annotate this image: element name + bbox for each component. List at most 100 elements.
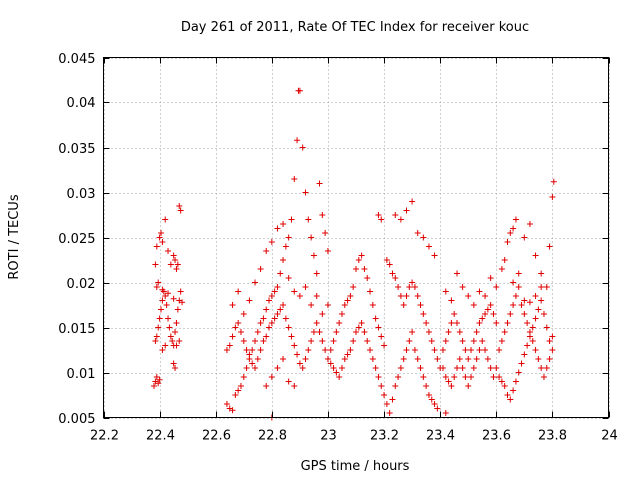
y-tick-label: 0.01 <box>67 367 96 382</box>
data-point <box>470 365 477 371</box>
data-point <box>442 374 449 380</box>
data-point <box>546 243 553 250</box>
data-point <box>375 374 382 380</box>
data-point <box>501 383 508 389</box>
data-point <box>369 356 376 362</box>
data-point <box>237 383 244 389</box>
data-point <box>277 306 284 313</box>
data-point <box>482 311 489 317</box>
data-point <box>364 275 371 281</box>
data-point <box>392 275 399 281</box>
data-point <box>322 347 329 353</box>
data-point <box>296 293 303 299</box>
data-point <box>319 212 326 218</box>
data-point <box>257 266 264 272</box>
data-point <box>510 302 517 308</box>
data-point <box>397 365 404 371</box>
data-point <box>465 383 472 389</box>
plot-frame <box>103 57 609 418</box>
data-point <box>409 198 416 205</box>
data-point <box>507 230 514 236</box>
data-point <box>448 320 455 326</box>
data-point <box>529 324 536 331</box>
data-point <box>260 338 267 344</box>
data-point <box>330 365 337 371</box>
data-point <box>493 284 500 290</box>
data-point <box>285 324 292 331</box>
y-tick-label: 0.025 <box>58 232 95 247</box>
data-point <box>172 365 179 371</box>
data-point <box>158 306 165 313</box>
data-point <box>173 266 180 272</box>
data-point <box>524 342 531 349</box>
data-point <box>532 315 539 322</box>
data-point <box>158 230 165 236</box>
data-point <box>156 315 163 322</box>
data-point <box>498 266 505 272</box>
data-point <box>310 252 317 259</box>
data-point <box>355 324 362 331</box>
data-point <box>454 270 460 277</box>
data-point <box>504 239 511 245</box>
data-point <box>543 324 550 331</box>
data-point <box>296 87 303 94</box>
data-point <box>468 347 475 353</box>
x-tick-label: 23.4 <box>426 429 455 444</box>
data-point <box>280 356 287 362</box>
data-point <box>313 293 320 299</box>
data-point <box>521 297 528 304</box>
data-point <box>409 329 416 335</box>
data-point <box>285 378 292 385</box>
data-point <box>274 365 281 371</box>
data-point <box>159 347 166 353</box>
data-point <box>268 374 275 380</box>
data-point <box>299 365 306 371</box>
data-point <box>515 270 522 277</box>
data-point <box>524 320 531 326</box>
data-point <box>526 221 533 227</box>
data-point <box>504 320 511 326</box>
data-point <box>229 407 236 414</box>
data-point <box>299 144 306 151</box>
data-point <box>535 306 542 313</box>
data-point <box>425 243 432 250</box>
data-point <box>532 347 539 353</box>
data-point <box>423 383 430 389</box>
data-point <box>240 374 247 380</box>
data-point <box>521 351 528 358</box>
data-point <box>512 293 519 299</box>
data-point <box>347 293 354 299</box>
data-point <box>153 243 160 250</box>
data-point <box>397 293 404 299</box>
x-tick-label: 22.4 <box>146 429 175 444</box>
data-point <box>296 360 303 367</box>
data-point <box>358 252 365 259</box>
data-point <box>403 207 410 214</box>
data-point <box>386 410 393 416</box>
data-point <box>526 299 533 306</box>
data-point <box>308 338 315 344</box>
data-point <box>417 302 424 308</box>
data-point <box>420 311 427 317</box>
data-point <box>305 347 312 353</box>
data-point <box>507 311 514 317</box>
data-point <box>229 302 236 308</box>
data-point <box>431 347 438 353</box>
data-point <box>414 230 421 236</box>
y-tick-label: 0.045 <box>58 52 95 67</box>
data-point <box>155 324 162 331</box>
data-point <box>266 297 273 304</box>
data-point <box>353 329 359 335</box>
data-point <box>336 320 343 326</box>
data-point <box>252 279 258 286</box>
data-point <box>308 302 315 308</box>
data-point <box>549 194 556 200</box>
data-point <box>549 333 556 340</box>
data-point <box>152 338 159 344</box>
data-point <box>454 365 460 371</box>
x-axis-label: GPS time / hours <box>301 459 410 474</box>
x-tick-label: 22.2 <box>90 429 119 444</box>
data-point <box>532 252 539 259</box>
data-point <box>459 338 466 344</box>
data-point <box>403 347 410 353</box>
